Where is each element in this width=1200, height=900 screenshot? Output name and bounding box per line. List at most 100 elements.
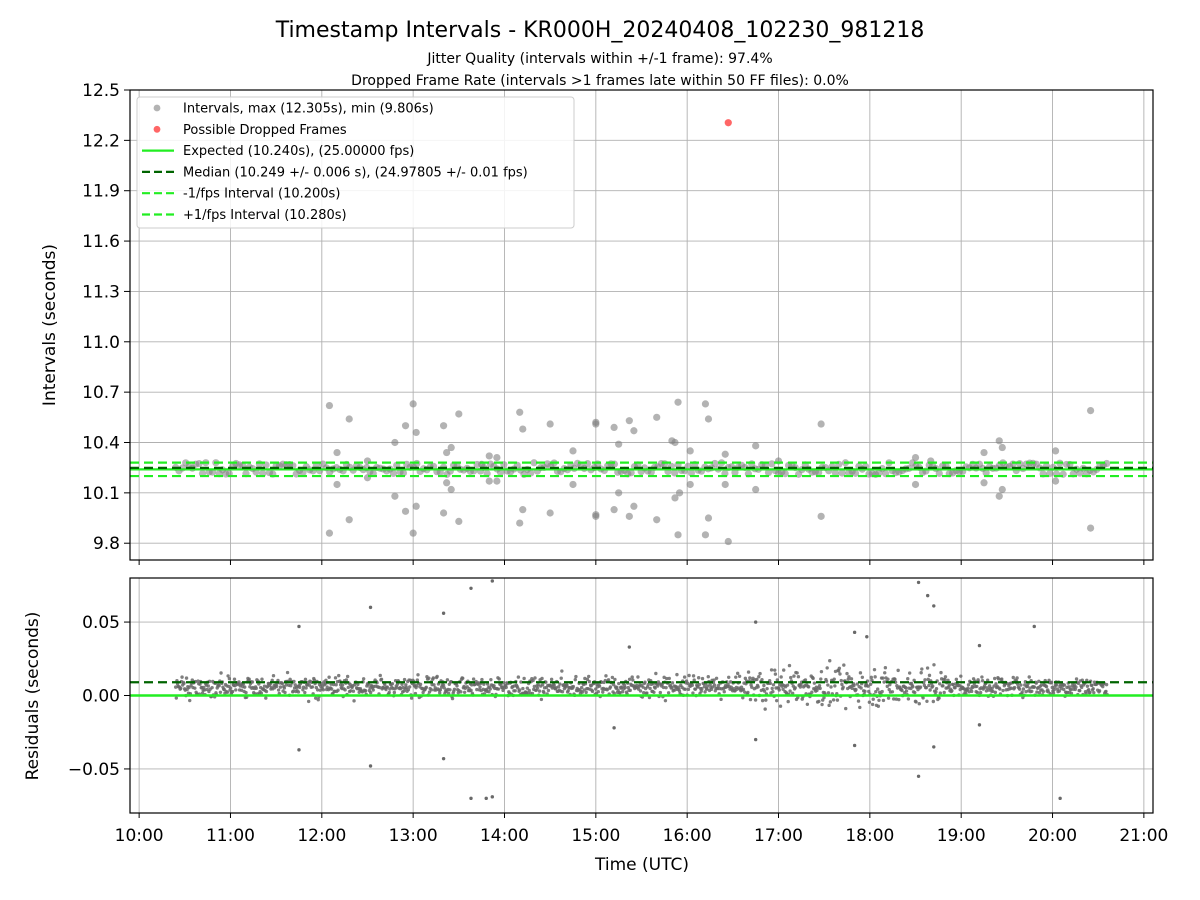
residual-point xyxy=(654,671,658,676)
residual-point xyxy=(770,686,774,691)
residual-point xyxy=(549,677,554,682)
residual-point xyxy=(247,677,251,681)
residual-point xyxy=(448,688,452,692)
residual-point xyxy=(863,689,867,694)
interval-point xyxy=(485,477,493,485)
residual-point xyxy=(746,670,751,674)
residual-point xyxy=(916,774,921,778)
residual-point xyxy=(363,689,368,693)
residual-point xyxy=(558,682,562,686)
residual-point xyxy=(743,690,747,694)
residual-point xyxy=(810,690,814,694)
residual-point xyxy=(660,682,664,687)
interval-point xyxy=(995,437,1003,445)
residual-point xyxy=(513,689,517,693)
interval-point xyxy=(686,447,694,455)
legend-entry-label: Median (10.249 +/- 0.006 s), (24.97805 +… xyxy=(183,165,528,180)
residual-point xyxy=(315,688,320,692)
residual-point xyxy=(301,685,306,689)
residual-point xyxy=(920,667,924,671)
interval-point xyxy=(724,537,732,546)
residual-point xyxy=(985,678,990,682)
residual-point xyxy=(937,696,941,700)
interval-point xyxy=(516,408,524,416)
plot-area xyxy=(130,119,1153,546)
residual-point xyxy=(225,690,230,694)
residual-point xyxy=(727,675,731,679)
residual-point xyxy=(1090,683,1094,688)
residual-point xyxy=(874,689,878,694)
x-tick-label: 21:00 xyxy=(1119,826,1168,846)
residual-point xyxy=(525,686,530,690)
residual-point xyxy=(641,685,645,689)
residual-point xyxy=(582,688,586,692)
residual-point xyxy=(310,685,315,689)
residual-point xyxy=(675,672,679,677)
interval-point xyxy=(980,448,988,457)
residual-point xyxy=(662,675,666,680)
residual-point xyxy=(913,690,917,695)
residual-point xyxy=(1028,686,1032,690)
residual-point xyxy=(946,678,950,682)
residual-point xyxy=(993,690,998,695)
residual-point xyxy=(597,684,602,688)
x-tick-label: 15:00 xyxy=(571,826,620,846)
residual-point xyxy=(329,687,334,691)
residual-point xyxy=(560,669,564,673)
interval-point xyxy=(333,448,341,457)
residual-point xyxy=(975,690,980,695)
subtitle-jitter: Jitter Quality (intervals within +/-1 fr… xyxy=(426,51,772,67)
residual-point xyxy=(827,703,831,708)
residual-point xyxy=(1062,683,1067,687)
residual-point xyxy=(835,698,840,702)
interval-point xyxy=(409,529,417,537)
residual-point xyxy=(877,698,881,703)
residual-point xyxy=(504,685,508,690)
residual-point xyxy=(408,678,413,682)
interval-point xyxy=(333,480,341,489)
residual-point xyxy=(990,686,994,690)
residual-point xyxy=(932,663,936,667)
residual-point xyxy=(951,682,955,687)
interval-point xyxy=(569,480,577,489)
residual-point xyxy=(450,696,455,701)
interval-point xyxy=(911,454,920,462)
interval-point xyxy=(530,459,538,467)
residual-point xyxy=(883,671,887,675)
residual-point xyxy=(837,669,841,673)
residual-point xyxy=(1020,690,1024,694)
residual-point xyxy=(921,696,925,700)
residual-point xyxy=(850,686,854,691)
residual-point xyxy=(404,685,409,690)
residual-point xyxy=(173,685,178,689)
residual-point xyxy=(227,677,232,681)
residual-point xyxy=(432,683,436,687)
residual-point xyxy=(782,668,786,672)
residual-point xyxy=(1034,681,1038,685)
residual-point xyxy=(636,675,640,679)
residual-point xyxy=(774,698,779,703)
residual-point xyxy=(289,684,293,688)
interval-point xyxy=(1009,460,1017,468)
residual-point xyxy=(719,697,723,702)
residual-point xyxy=(665,676,669,681)
residual-point xyxy=(188,698,192,703)
legend-entry-label: -1/fps Interval (10.200s) xyxy=(183,187,340,202)
residual-point xyxy=(841,685,845,689)
interval-point xyxy=(982,469,990,477)
residual-point xyxy=(996,677,1001,681)
residual-point xyxy=(938,691,943,695)
residual-point xyxy=(646,683,650,687)
residual-point xyxy=(1037,691,1042,695)
residual-point xyxy=(760,698,765,703)
residual-point xyxy=(352,699,356,703)
residual-point xyxy=(1092,690,1096,695)
residual-point xyxy=(828,700,833,704)
residual-point xyxy=(325,685,329,689)
interval-point xyxy=(671,494,679,502)
residual-point xyxy=(1041,689,1046,694)
residual-point xyxy=(356,682,360,687)
residual-point xyxy=(768,681,772,686)
residual-point xyxy=(250,680,255,684)
residual-point xyxy=(705,687,709,691)
